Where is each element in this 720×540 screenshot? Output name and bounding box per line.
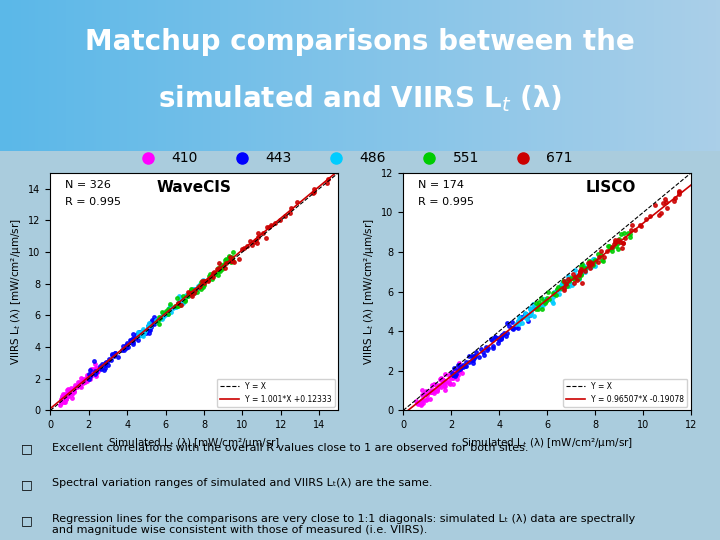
Y = X <box>194 285 203 291</box>
Y = X <box>547 285 556 291</box>
X-axis label: Simulated L$_t$ (λ) [mW/cm²/μm/sr]: Simulated L$_t$ (λ) [mW/cm²/μm/sr] <box>109 436 280 450</box>
Text: 410: 410 <box>172 151 198 165</box>
Line: Y = 1.001*X +0.12333: Y = 1.001*X +0.12333 <box>50 171 338 408</box>
Y = X <box>217 266 226 272</box>
Text: N = 174: N = 174 <box>418 180 464 190</box>
Text: LISCO: LISCO <box>585 180 636 195</box>
Y = 0.96507*X -0.19078 <box>466 357 474 364</box>
Text: R = 0.995: R = 0.995 <box>418 197 474 207</box>
Y = 1.001*X +0.12333 <box>102 360 110 366</box>
Text: simulated and VIIRS L$_t$ (λ): simulated and VIIRS L$_t$ (λ) <box>158 83 562 114</box>
Y = X <box>102 362 110 368</box>
Text: 486: 486 <box>359 151 385 165</box>
Y = 1.001*X +0.12333 <box>320 179 328 186</box>
Text: N = 326: N = 326 <box>65 180 111 190</box>
Y = X <box>311 189 320 195</box>
Text: 671: 671 <box>546 151 572 165</box>
Text: Excellent correlations with the overall R values close to 1 are observed for bot: Excellent correlations with the overall … <box>53 443 529 453</box>
Y = X <box>570 266 579 272</box>
Text: Spectral variation ranges of simulated and VIIRS Lₜ(λ) are the same.: Spectral variation ranges of simulated a… <box>53 478 433 488</box>
Text: Regression lines for the comparisons are very close to 1:1 diagonals: simulated : Regression lines for the comparisons are… <box>53 514 636 536</box>
Y = 1.001*X +0.12333 <box>194 282 203 289</box>
Y = 1.001*X +0.12333 <box>46 405 55 411</box>
Y = 0.96507*X -0.19078 <box>399 411 408 417</box>
Y = X <box>46 407 55 414</box>
Y = X <box>113 352 122 359</box>
Text: 551: 551 <box>452 151 479 165</box>
Y = X <box>687 170 696 176</box>
Legend: Y = X, Y = 0.96507*X -0.19078: Y = X, Y = 0.96507*X -0.19078 <box>563 379 688 407</box>
Line: Y = 0.96507*X -0.19078: Y = 0.96507*X -0.19078 <box>403 185 691 414</box>
Y = X <box>399 407 408 414</box>
Text: 443: 443 <box>266 151 292 165</box>
Y-axis label: VIIRS L$_t$ (λ) [mW/cm²/μm/sr]: VIIRS L$_t$ (λ) [mW/cm²/μm/sr] <box>361 218 376 365</box>
Y = 0.96507*X -0.19078 <box>570 274 579 281</box>
Y = 0.96507*X -0.19078 <box>547 293 556 299</box>
Line: Y = X: Y = X <box>403 173 691 410</box>
Y = X <box>320 181 328 188</box>
Y-axis label: VIIRS L$_t$ (λ) [mW/cm²/μm/sr]: VIIRS L$_t$ (λ) [mW/cm²/μm/sr] <box>9 218 23 365</box>
Text: □: □ <box>22 514 33 527</box>
Y = X <box>664 189 672 195</box>
Y = 1.001*X +0.12333 <box>113 350 122 356</box>
Text: R = 0.995: R = 0.995 <box>65 197 121 207</box>
Text: WaveCIS: WaveCIS <box>157 180 232 195</box>
Y = X <box>672 181 681 188</box>
Line: Y = X: Y = X <box>50 173 338 410</box>
Y = 0.96507*X -0.19078 <box>672 193 681 200</box>
Y = X <box>454 362 463 368</box>
Y = 0.96507*X -0.19078 <box>664 200 672 207</box>
Text: □: □ <box>22 478 33 491</box>
X-axis label: Simulated L$_t$ (λ) [mW/cm²/μm/sr]: Simulated L$_t$ (λ) [mW/cm²/μm/sr] <box>462 436 633 450</box>
Y = 1.001*X +0.12333 <box>217 264 226 270</box>
Y = X <box>334 170 343 176</box>
Text: □: □ <box>22 443 33 456</box>
Legend: Y = X, Y = 1.001*X +0.12333: Y = X, Y = 1.001*X +0.12333 <box>217 379 335 407</box>
Y = 0.96507*X -0.19078 <box>687 181 696 188</box>
Y = X <box>466 352 474 359</box>
Text: Matchup comparisons between the: Matchup comparisons between the <box>85 28 635 56</box>
Y = 1.001*X +0.12333 <box>311 187 320 193</box>
Y = 1.001*X +0.12333 <box>334 167 343 174</box>
Y = 0.96507*X -0.19078 <box>454 367 463 374</box>
